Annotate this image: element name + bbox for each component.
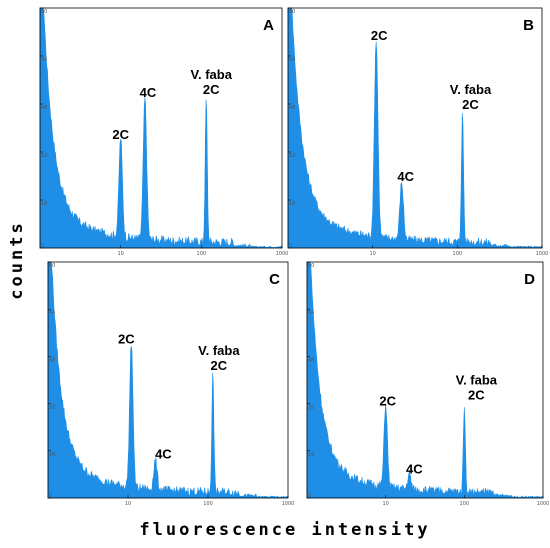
plot-frame (306, 261, 544, 499)
y-tick-label: 80 (308, 263, 314, 269)
x-tick-label: 1000 (536, 251, 549, 257)
histogram-series (47, 261, 289, 499)
y-tick-label: 80 (289, 9, 295, 15)
peak-label: 4C (406, 461, 423, 476)
peak-label: 2C (112, 127, 129, 142)
y-tick-label: 16 (41, 201, 47, 207)
x-tick-label: 10 (125, 501, 131, 507)
y-axis-title: counts (7, 220, 27, 299)
x-tick-label: 10 (117, 251, 123, 257)
x-axis-title: fluorescence intensity (139, 520, 430, 540)
plot-frame (287, 7, 543, 249)
panel-a: 0 16 32 48 64 80 10 100 1000 A 2C 4C V. faba 2C (39, 7, 289, 257)
y-tick-label: 0 (41, 243, 44, 249)
x-tick-label: 1000 (282, 501, 295, 507)
x-tick-label: 1000 (276, 251, 289, 257)
panel-d: 0 16 32 48 64 80 10 100 1000 D 2C 4C V. faba 2C (306, 261, 550, 507)
peak-label: 2C (118, 331, 135, 346)
y-tick-label: 32 (41, 153, 47, 159)
panel-letter: D (524, 271, 535, 288)
y-tick-label: 64 (41, 57, 47, 63)
panel-letter: B (523, 17, 534, 34)
x-tick-label: 100 (460, 501, 470, 507)
x-tick-label: 100 (203, 501, 213, 507)
x-tick-label: 1000 (537, 501, 550, 507)
peak-label: V. faba 2C (191, 67, 233, 97)
histogram-series (287, 7, 543, 249)
y-tick-label: 48 (308, 357, 314, 363)
plot-frame (39, 7, 283, 249)
y-tick-label: 16 (289, 201, 295, 207)
peak-label: 2C (371, 28, 388, 43)
y-tick-label: 64 (49, 310, 55, 316)
panel-b: 0 16 32 48 64 80 10 100 1000 B 2C 4C V. faba 2C (287, 7, 549, 257)
peak-label: 2C (379, 393, 396, 408)
y-tick-label: 32 (49, 405, 55, 411)
peak-label: 4C (140, 85, 157, 100)
panel-letter: A (263, 17, 274, 34)
histogram-series (39, 7, 283, 249)
peak-label: V. faba 2C (198, 343, 240, 373)
y-tick-label: 48 (49, 357, 55, 363)
y-tick-label: 48 (289, 105, 295, 111)
peak-label: 4C (155, 447, 172, 462)
plot-frame (47, 261, 289, 499)
peak-label: V. faba 2C (456, 373, 498, 403)
panel-letter: C (269, 271, 280, 288)
y-tick-label: 48 (41, 105, 47, 111)
x-tick-label: 100 (453, 251, 463, 257)
panel-c: 0 16 32 48 64 80 10 100 1000 C 2C 4C V. faba 2C (47, 261, 295, 507)
y-tick-label: 32 (308, 405, 314, 411)
x-tick-label: 100 (197, 251, 207, 257)
x-tick-label: 10 (369, 251, 375, 257)
y-tick-label: 64 (289, 57, 295, 63)
histogram-series (306, 261, 544, 499)
y-tick-label: 64 (308, 310, 314, 316)
peak-label: 4C (397, 169, 414, 184)
peak-label: V. faba 2C (450, 82, 492, 112)
y-tick-label: 0 (308, 493, 311, 499)
y-tick-label: 0 (289, 243, 292, 249)
y-tick-label: 80 (41, 9, 47, 15)
y-tick-label: 16 (49, 452, 55, 458)
y-tick-label: 0 (49, 493, 52, 499)
y-tick-label: 32 (289, 153, 295, 159)
y-tick-label: 80 (49, 263, 55, 269)
x-tick-label: 10 (382, 501, 388, 507)
y-tick-label: 16 (308, 452, 314, 458)
